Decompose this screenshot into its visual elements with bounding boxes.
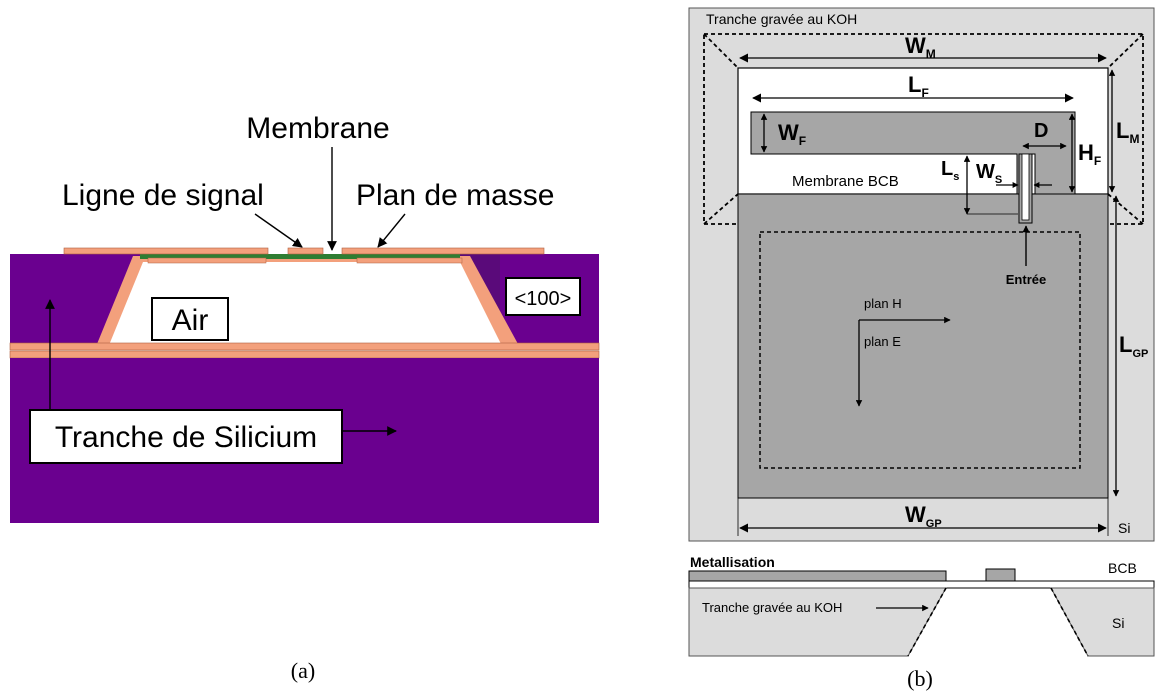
ground-plane-right xyxy=(341,247,545,255)
signal-strip-section xyxy=(985,568,1016,582)
metallisation-layer xyxy=(688,570,947,582)
membrane-underside-metal-right xyxy=(356,257,463,264)
label-membrane: Membrane xyxy=(246,112,389,145)
label-air: Air xyxy=(172,304,209,337)
label-bcb: BCB xyxy=(1108,560,1137,576)
ground-plane-inner-dashed xyxy=(759,231,1081,469)
caption-b: (b) xyxy=(907,666,933,691)
label-input: Entrée xyxy=(1006,272,1046,287)
label-lf: LF xyxy=(908,72,929,100)
label-lm: LM xyxy=(1116,118,1139,146)
label-plane-e: plan E xyxy=(864,334,901,349)
label-signal-line: Ligne de signal xyxy=(62,179,264,212)
label-d: D xyxy=(1034,120,1048,142)
membrane-layer xyxy=(140,254,460,259)
signal-line xyxy=(287,247,324,255)
label-ground-plane: Plan de masse xyxy=(356,179,554,212)
etch-corner-tl xyxy=(703,33,739,69)
label-lgp: LGP xyxy=(1119,332,1148,360)
ground-plane xyxy=(737,193,1109,499)
label-ls: Ls xyxy=(941,158,959,183)
cross-section: Metallisation BCB Tranche gravée au KOH … xyxy=(688,554,1155,657)
figure-a: Membrane Ligne de signal Plan de masse A… xyxy=(9,112,600,683)
label-koh-bottom: Tranche gravée au KOH xyxy=(702,600,842,615)
arrow-ground-plane xyxy=(377,213,406,248)
label-wafer: Tranche de Silicium xyxy=(55,421,317,454)
label-orientation: <100> xyxy=(515,288,572,310)
label-hf: HF xyxy=(1078,140,1101,168)
label-wgp: WGP xyxy=(905,502,942,530)
label-membrane-bcb: Membrane BCB xyxy=(792,173,899,190)
label-metallisation: Metallisation xyxy=(690,554,775,570)
etch-corner-tr xyxy=(1107,33,1144,69)
label-wm: WM xyxy=(905,33,936,61)
label-koh-top: Tranche gravée au KOH xyxy=(706,11,857,27)
oxide-band-top xyxy=(9,342,600,351)
wafer-label-box xyxy=(29,409,343,464)
air-label-box xyxy=(151,297,229,341)
ground-plane-left xyxy=(63,247,269,255)
orientation-label-box xyxy=(505,277,581,316)
label-si-bottom: Si xyxy=(1112,615,1124,631)
silicon-left-section xyxy=(688,587,947,657)
caption-a: (a) xyxy=(291,658,315,683)
label-ws: WS xyxy=(976,161,1002,186)
feed-slot xyxy=(1021,153,1030,221)
arrow-signal-line xyxy=(254,213,303,248)
bcb-layer xyxy=(688,580,1155,589)
label-plane-h: plan H xyxy=(864,296,902,311)
silicon-right-section xyxy=(1050,587,1155,657)
etch-wall-right xyxy=(1050,587,1089,657)
figure-b: Tranche gravée au KOH WM LF WF D HF xyxy=(688,7,1155,691)
oxide-band-bottom xyxy=(9,350,600,359)
etch-wall-left xyxy=(907,587,947,657)
label-si-top: Si xyxy=(1118,520,1130,536)
etch-corner-bl xyxy=(703,193,739,225)
label-wf: WF xyxy=(778,120,806,148)
membrane-underside-metal-left xyxy=(147,257,267,264)
